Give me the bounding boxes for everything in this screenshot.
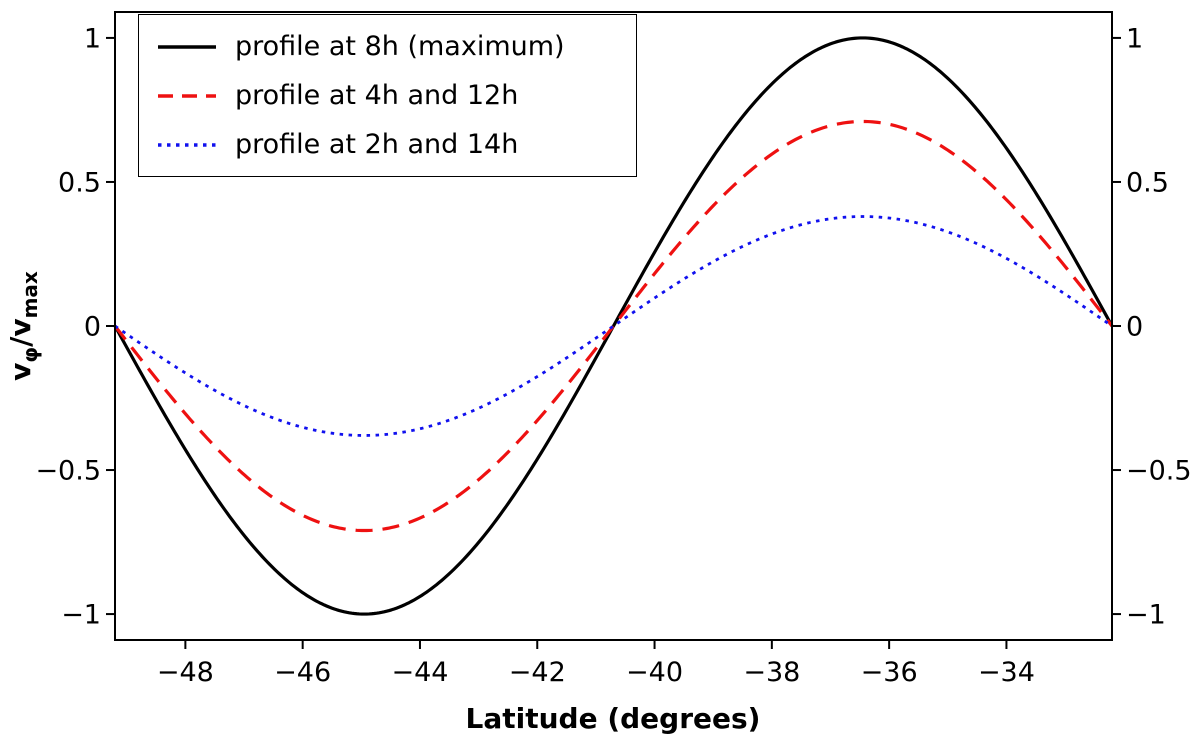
legend-label: profile at 4h and 12h [235,80,519,111]
legend-item: profile at 8h (maximum) [139,22,636,71]
y-tick-label-left: −1 [61,600,101,631]
legend-label: profile at 8h (maximum) [235,31,565,62]
ticks-layer: −48 −46 −44 −42 −40 −38 −36 −34 1 1 0.5 0.5 0 0 −0.5 −0… [35,23,1191,688]
x-tick-label: −38 [743,657,800,688]
y-axis-label: vφ/vmax [4,271,42,381]
curve-long-dash [113,119,1114,533]
curve-dotted [114,215,1113,437]
dotted-line-icon [158,142,216,147]
legend: profile at 8h (maximum) profile at 4h an… [138,14,637,177]
solid-line-icon [158,44,216,49]
y-tick-label-right: −1 [1126,600,1166,631]
y-tick-label-right: 0 [1126,312,1143,343]
dashed-line-icon [158,93,216,98]
x-tick-label: −46 [274,657,331,688]
y-axis-label-base2: /v [4,318,37,346]
y-axis-label-sub2: max [18,271,42,318]
y-tick-label-right: −0.5 [1126,456,1192,487]
x-tick-label: −42 [509,657,566,688]
y-tick-label-left: −0.5 [35,456,101,487]
y-axis-label-sub1: φ [18,347,42,363]
x-tick-label: −44 [391,657,448,688]
legend-label: profile at 2h and 14h [235,129,519,160]
x-axis-label: Latitude (degrees) [466,702,761,735]
legend-item: profile at 4h and 12h [139,71,636,120]
x-tick-label: −36 [861,657,918,688]
curve-solid [113,36,1114,616]
y-axis-label-base1: v [4,363,37,381]
y-tick-label-left: 1 [84,23,101,54]
legend-item: profile at 2h and 14h [139,120,636,169]
y-tick-label-left: 0 [84,312,101,343]
series-layer [113,36,1114,616]
y-tick-label-left: 0.5 [58,167,101,198]
x-tick-label: −40 [626,657,683,688]
y-tick-label-right: 0.5 [1126,167,1169,198]
y-tick-label-right: 1 [1126,23,1143,54]
x-tick-label: −48 [157,657,214,688]
x-tick-label: −34 [978,657,1035,688]
